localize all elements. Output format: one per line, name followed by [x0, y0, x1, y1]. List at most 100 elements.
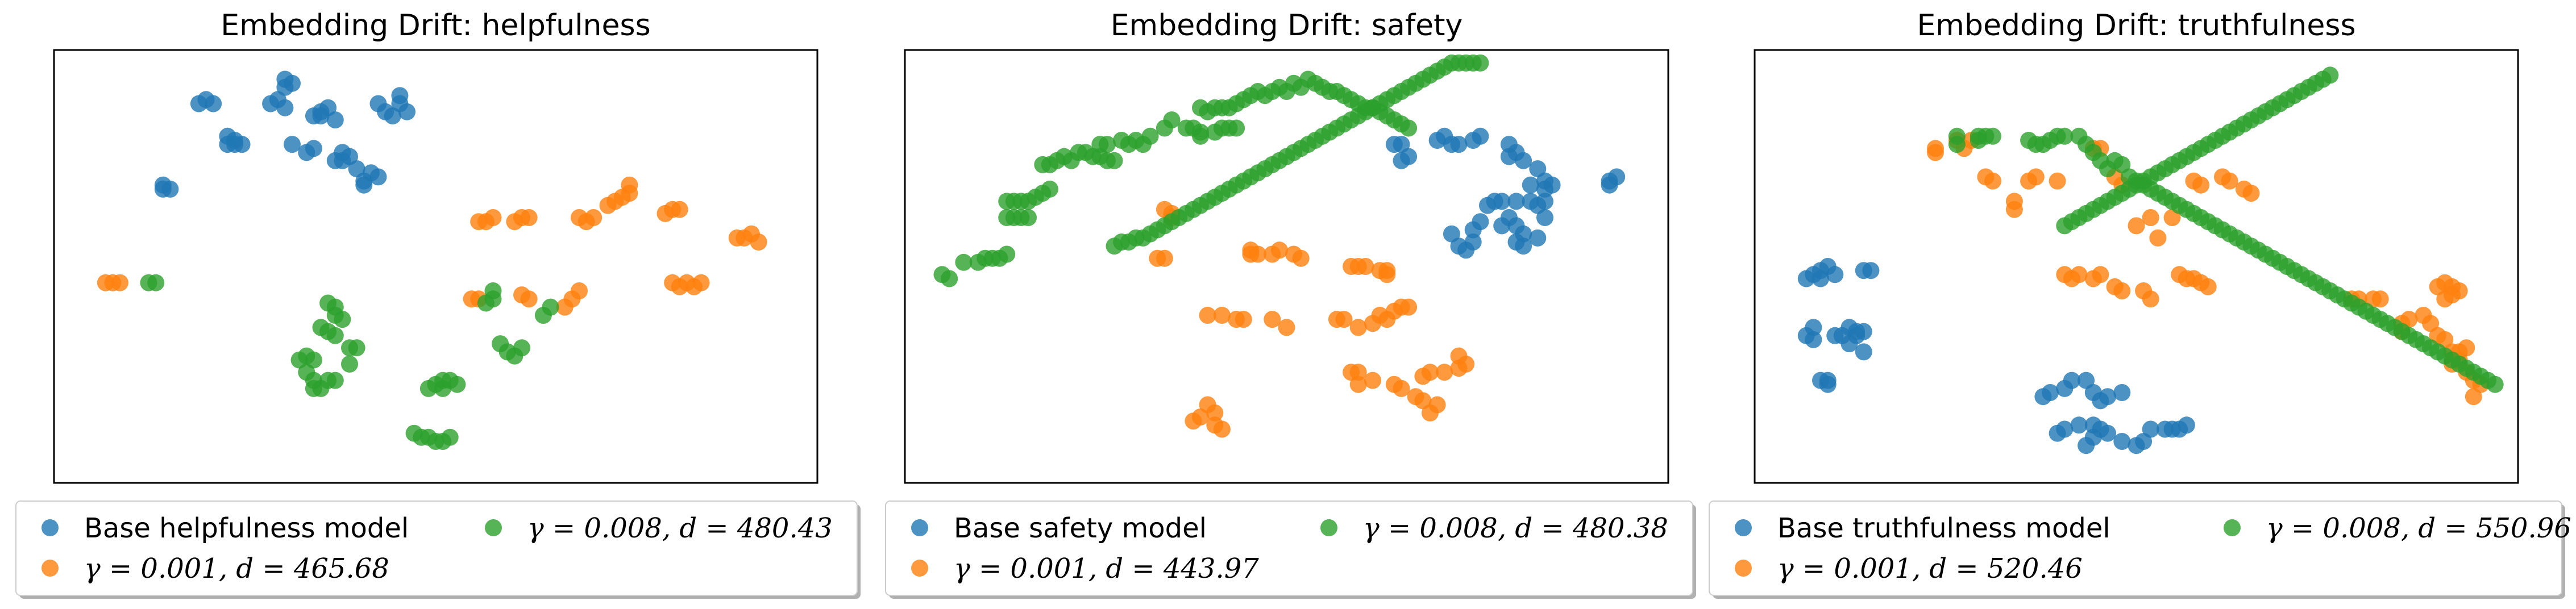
scatter-point	[1529, 229, 1547, 247]
legend-label: Base truthfulness model	[1777, 512, 2110, 544]
legend-marker	[41, 560, 59, 577]
legend-label-gamma: γ = 0.008,	[2266, 512, 2418, 544]
scatter-point	[1349, 376, 1367, 393]
scatter-point	[1522, 176, 1539, 194]
series-1	[154, 70, 416, 198]
scatter-point	[276, 99, 294, 116]
scatter-point	[1213, 420, 1231, 438]
scatter-point	[326, 327, 344, 344]
scatter-point	[1228, 119, 1245, 137]
scatter-point	[2178, 416, 2195, 434]
legend-label: γ = 0.008, d = 480.43	[527, 512, 833, 544]
scatter-point	[111, 274, 128, 291]
legend-label-gamma: γ = 0.001,	[954, 553, 1106, 585]
scatter-point	[1163, 111, 1181, 129]
scatter-point	[1041, 180, 1058, 198]
scatter-point	[1185, 412, 1202, 430]
scatter-point	[1400, 119, 1418, 137]
scatter-point	[513, 339, 530, 357]
scatter-point	[312, 103, 330, 120]
scatter-point	[1500, 148, 1518, 165]
scatter-point	[1805, 331, 1822, 348]
scatter-point	[2063, 372, 2080, 389]
scatter-point	[2199, 278, 2217, 295]
scatter-point	[1156, 249, 1173, 267]
legend-label-gamma: γ = 0.008,	[1363, 512, 1515, 544]
scatter-point	[1199, 396, 1216, 414]
legend-marker	[911, 519, 928, 536]
legend-box	[885, 500, 1693, 596]
scatter-point	[284, 136, 301, 153]
scatter-point	[205, 95, 222, 112]
scatter-point	[1608, 168, 1626, 186]
legend-box	[15, 500, 858, 596]
legend-label-d: d = 550.96	[2418, 512, 2571, 544]
scatter-point	[2113, 282, 2131, 299]
legend-label-gamma: γ = 0.001,	[1777, 553, 1929, 585]
legend-marker	[41, 519, 59, 536]
scatter-point	[147, 274, 165, 291]
scatter-point	[398, 103, 416, 120]
scatter-point	[1364, 372, 1381, 389]
scatter-point	[1357, 258, 1374, 275]
legend-label-d: d = 480.43	[679, 512, 832, 544]
scatter-point	[1472, 127, 1489, 145]
scatter-point	[2128, 217, 2145, 235]
scatter-point	[1192, 127, 1209, 145]
legend-label-d: d = 520.46	[1929, 553, 2082, 585]
scatter-point	[1536, 209, 1553, 226]
scatter-point	[1393, 379, 1410, 397]
scatter-point	[1536, 180, 1553, 198]
scatter-point	[542, 298, 559, 316]
scatter-point	[2113, 433, 2131, 450]
scatter-point	[1507, 193, 1525, 210]
scatter-point	[1213, 307, 1231, 324]
scatter-point	[1450, 136, 1468, 153]
scatter-point	[1378, 266, 1396, 283]
scatter-point	[585, 209, 603, 226]
scatter-point	[955, 253, 973, 271]
plot-area	[53, 49, 818, 484]
scatter-point	[1292, 249, 1310, 267]
scatter-point	[2142, 290, 2159, 308]
scatter-point	[326, 372, 344, 389]
scatter-point	[1270, 241, 1288, 259]
scatter-point	[1422, 364, 1439, 381]
scatter-point	[305, 140, 322, 157]
scatter-point	[2099, 388, 2116, 406]
series-1	[1385, 127, 1626, 259]
scatter-point	[1249, 245, 1266, 263]
chart-title: Embedding Drift: helpfulness	[221, 9, 650, 43]
scatter-point	[1805, 319, 1822, 336]
legend-marker	[911, 560, 928, 577]
plot-area	[1754, 49, 2519, 484]
scatter-point	[2049, 172, 2066, 190]
scatter-point	[434, 379, 452, 397]
scatter-point	[1443, 225, 1460, 243]
scatter-point	[2005, 193, 2023, 210]
scatter-point	[226, 132, 243, 149]
scatter-point	[2149, 229, 2167, 247]
scatter-point	[1141, 127, 1159, 145]
scatter-point	[154, 176, 172, 194]
scatter-point	[1826, 266, 1844, 283]
legend-box	[1709, 500, 2562, 596]
legend-label: γ = 0.008, d = 550.96	[2266, 512, 2571, 544]
scatter-point	[341, 355, 358, 373]
scatter-point	[284, 74, 301, 92]
scatter-point	[1948, 127, 1966, 145]
scatter-point	[1515, 152, 1532, 169]
legend-label-d: d = 443.97	[1106, 553, 1259, 585]
scatter-point	[2027, 168, 2045, 186]
scatter-point	[1278, 319, 1295, 336]
scatter-point	[1020, 209, 1037, 226]
chart-panel-1: Embedding Drift: helpfulness Base helpful…	[15, 9, 861, 599]
series-3	[140, 274, 559, 450]
scatter-point	[1472, 54, 1489, 72]
legend-label: γ = 0.001, d = 465.68	[84, 553, 389, 585]
scatter-point	[520, 209, 538, 226]
scatter-point	[2465, 388, 2482, 406]
scatter-point	[348, 339, 365, 357]
scatter-point	[2056, 127, 2074, 145]
